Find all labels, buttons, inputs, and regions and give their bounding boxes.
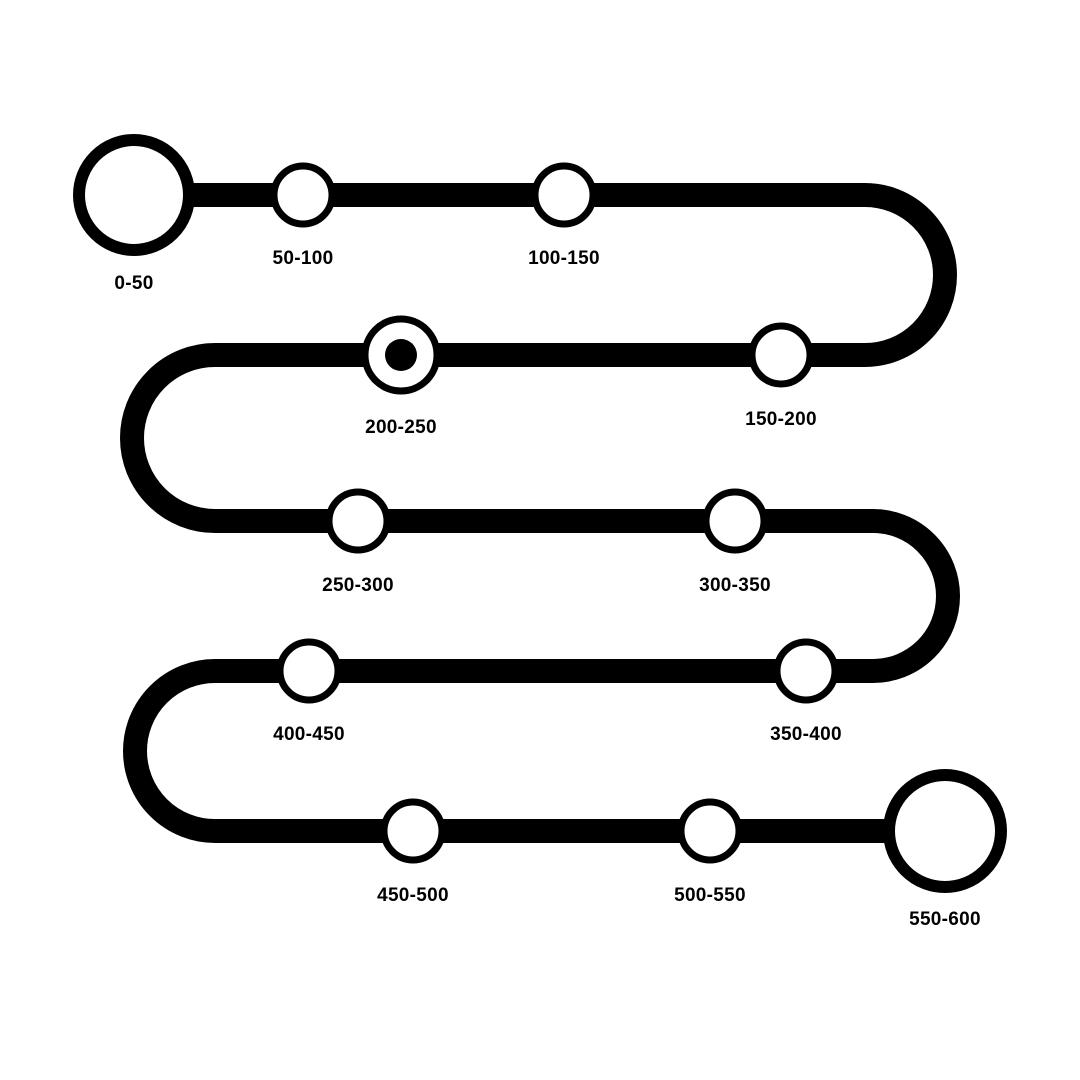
end-marker: [883, 769, 1007, 893]
route-stop: 50-100: [270, 162, 336, 269]
stop-marker: [276, 638, 342, 704]
route-stop: 0-50: [73, 134, 195, 294]
current-position-dot: [385, 339, 417, 371]
stop-label: 100-150: [528, 248, 600, 269]
route-stop: 250-300: [322, 488, 394, 596]
stop-label: 400-450: [273, 724, 345, 745]
stop-marker: [773, 638, 839, 704]
route-stop: 300-350: [699, 488, 771, 596]
stop-marker: [748, 322, 814, 388]
route-stop: 550-600: [883, 769, 1007, 930]
stop-label: 450-500: [377, 885, 449, 906]
start-marker: [73, 134, 195, 256]
stop-label: 500-550: [674, 885, 746, 906]
route-stop: 350-400: [770, 638, 842, 745]
stop-label: 0-50: [114, 273, 153, 294]
stop-label: 250-300: [322, 575, 394, 596]
stop-label: 350-400: [770, 724, 842, 745]
stop-marker: [270, 162, 336, 228]
route-stop: 200-250: [361, 315, 441, 438]
stop-marker: [531, 162, 597, 228]
stop-label: 550-600: [909, 909, 981, 930]
route-stop: 450-500: [377, 798, 449, 906]
route-stop: 100-150: [528, 162, 600, 269]
route-stop: 400-450: [273, 638, 345, 745]
stop-marker: [677, 798, 743, 864]
stop-label: 200-250: [365, 417, 437, 438]
stop-marker: [380, 798, 446, 864]
stop-label: 150-200: [745, 409, 817, 430]
route-stop: 150-200: [745, 322, 817, 430]
stop-label: 50-100: [273, 248, 334, 269]
stop-label: 300-350: [699, 575, 771, 596]
stop-marker: [702, 488, 768, 554]
route-stops: 0-50 50-100 100-150 150-200 200-250 250-300 30…: [73, 134, 1007, 930]
route-stop: 500-550: [674, 798, 746, 906]
winding-route-path: [120, 183, 960, 843]
stop-marker: [325, 488, 391, 554]
